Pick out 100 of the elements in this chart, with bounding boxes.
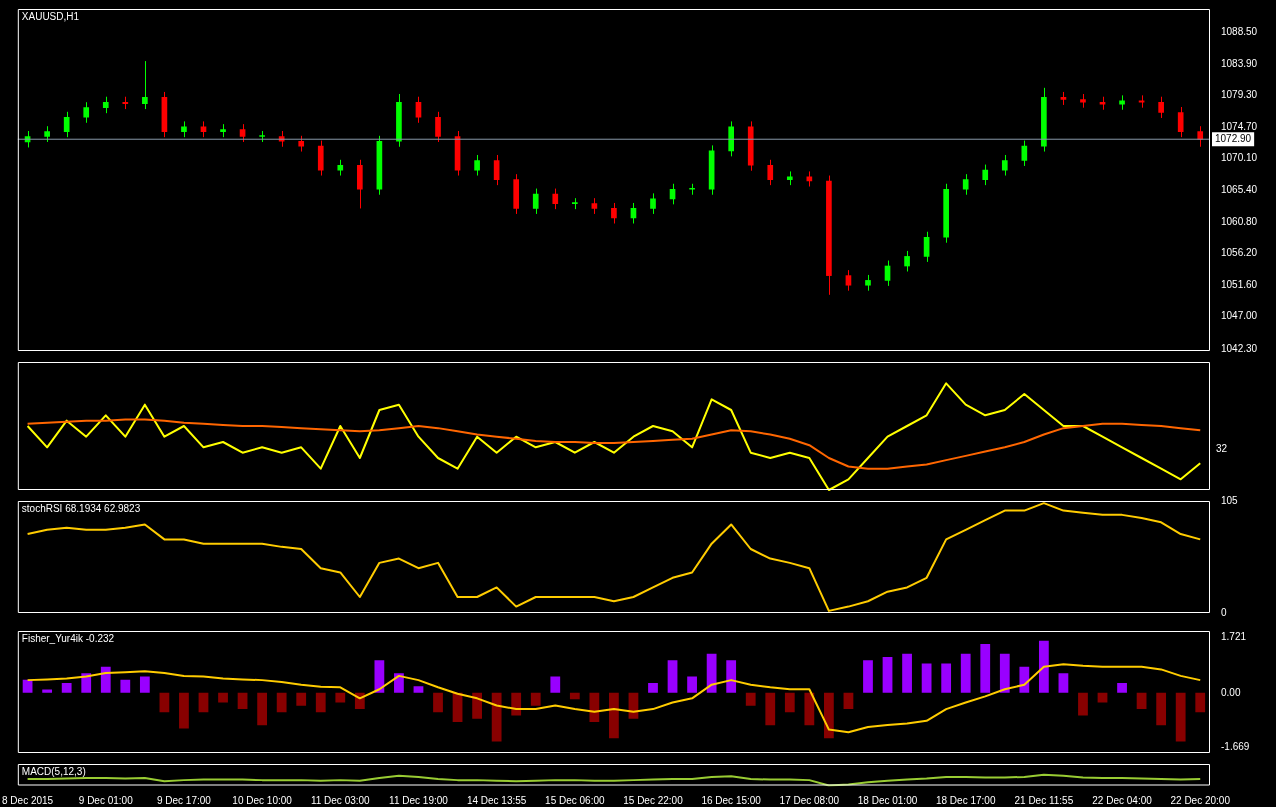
candlestick <box>552 188 559 210</box>
bar <box>257 692 267 726</box>
y-tick-label: 1083.90 <box>1221 57 1258 69</box>
x-tick-label: 18 Dec 17:00 <box>935 795 996 807</box>
y-tick-label: -1.669 <box>1221 740 1250 752</box>
text: 32 <box>1216 442 1228 454</box>
x-tick-label: 16 Dec 15:00 <box>701 795 762 807</box>
y-tick-label: 1047.00 <box>1221 310 1258 322</box>
bar <box>550 676 561 693</box>
bar <box>726 660 737 693</box>
y-tick-label: 1060.80 <box>1221 215 1258 227</box>
chart-title: Fisher_Yur4ik -0.232 <box>21 632 115 644</box>
bar <box>511 692 522 716</box>
bar <box>1058 673 1069 693</box>
bar <box>1175 692 1186 742</box>
candlestick <box>1138 94 1145 109</box>
x-tick-label: 9 Dec 17:00 <box>156 795 212 807</box>
x-tick-label: 9 Dec 01:00 <box>78 795 134 807</box>
chart-title: MACD(5,12,3) <box>21 765 86 777</box>
bar <box>491 692 502 742</box>
candlestick <box>1197 125 1204 148</box>
y-tick-label: 1088.50 <box>1221 26 1258 38</box>
bar <box>667 660 678 693</box>
bar <box>198 692 209 713</box>
bar <box>960 653 971 693</box>
bar <box>139 676 150 693</box>
bar <box>824 692 834 739</box>
bar <box>100 666 111 693</box>
y-tick-label: 0 <box>1221 606 1227 618</box>
candlestick <box>650 192 656 215</box>
bar <box>589 692 600 723</box>
candlestick <box>962 173 969 196</box>
bar <box>706 653 717 693</box>
x-tick-label: 11 Dec 19:00 <box>389 795 449 807</box>
bar <box>1156 692 1167 726</box>
bar <box>882 657 893 693</box>
ref-line-label: 1072.90 <box>1215 132 1252 144</box>
candlestick <box>1001 154 1008 177</box>
chart-title: stochRSI 68.1934 62.9823 <box>21 502 141 514</box>
bar <box>784 692 795 713</box>
bar <box>921 663 932 693</box>
bar <box>159 692 170 713</box>
bar <box>1195 692 1206 713</box>
y-tick-label: 1051.60 <box>1221 278 1258 290</box>
bar <box>120 679 131 693</box>
candlestick <box>982 164 989 186</box>
candlestick <box>611 202 617 225</box>
candlestick <box>415 96 422 124</box>
bar <box>315 692 326 713</box>
x-tick-label: 14 Dec 13:55 <box>466 795 527 807</box>
bar <box>530 692 541 706</box>
bar <box>569 692 580 700</box>
bar <box>1136 692 1147 710</box>
bar <box>61 683 72 693</box>
candlestick <box>532 188 539 215</box>
candlestick <box>767 159 774 186</box>
y-tick-label: 1070.10 <box>1221 152 1258 164</box>
candlestick <box>83 101 90 124</box>
candlestick <box>142 60 148 110</box>
y-tick-label: 1.721 <box>1221 630 1247 642</box>
bar <box>81 673 92 693</box>
candlestick <box>904 250 910 272</box>
x-tick-label: 11 Dec 03:00 <box>310 795 371 807</box>
bar <box>745 692 756 706</box>
x-tick-label: 15 Dec 22:00 <box>623 795 684 807</box>
bar <box>980 644 991 693</box>
bar <box>237 692 248 710</box>
chart-title: XAUUSD,H1 <box>21 10 80 22</box>
bar <box>335 692 346 703</box>
bar <box>413 686 424 693</box>
x-tick-label: 15 Dec 06:00 <box>545 795 605 807</box>
bar <box>218 692 228 703</box>
x-tick-label: 22 Dec 04:00 <box>1092 795 1153 807</box>
candlestick <box>1177 106 1184 138</box>
x-tick-label: 17 Dec 08:00 <box>779 795 840 807</box>
bar <box>804 692 815 726</box>
y-tick-label: 0.00 <box>1221 686 1241 698</box>
bar <box>648 683 658 693</box>
bar <box>42 689 53 693</box>
bar <box>472 692 482 719</box>
y-tick-label: 1079.30 <box>1221 89 1258 101</box>
x-tick-label: 21 Dec 11:55 <box>1014 795 1074 807</box>
bar <box>765 692 776 726</box>
candlestick <box>1158 96 1164 119</box>
bar <box>1097 692 1108 703</box>
bar <box>941 663 952 693</box>
bar <box>1019 666 1030 693</box>
bar <box>433 692 443 713</box>
y-tick-label: 1042.30 <box>1221 342 1258 354</box>
bar <box>1078 692 1088 716</box>
y-tick-label: 1074.70 <box>1221 120 1258 132</box>
y-tick-label: 1056.20 <box>1221 247 1258 259</box>
bar <box>609 692 619 739</box>
bar <box>296 692 307 706</box>
bar <box>179 692 189 729</box>
candlestick <box>435 111 441 143</box>
bar <box>1117 683 1127 693</box>
bar <box>1038 640 1049 693</box>
x-tick-label: 22 Dec 20:00 <box>1170 795 1231 807</box>
x-tick-label: 18 Dec 01:00 <box>857 795 918 807</box>
